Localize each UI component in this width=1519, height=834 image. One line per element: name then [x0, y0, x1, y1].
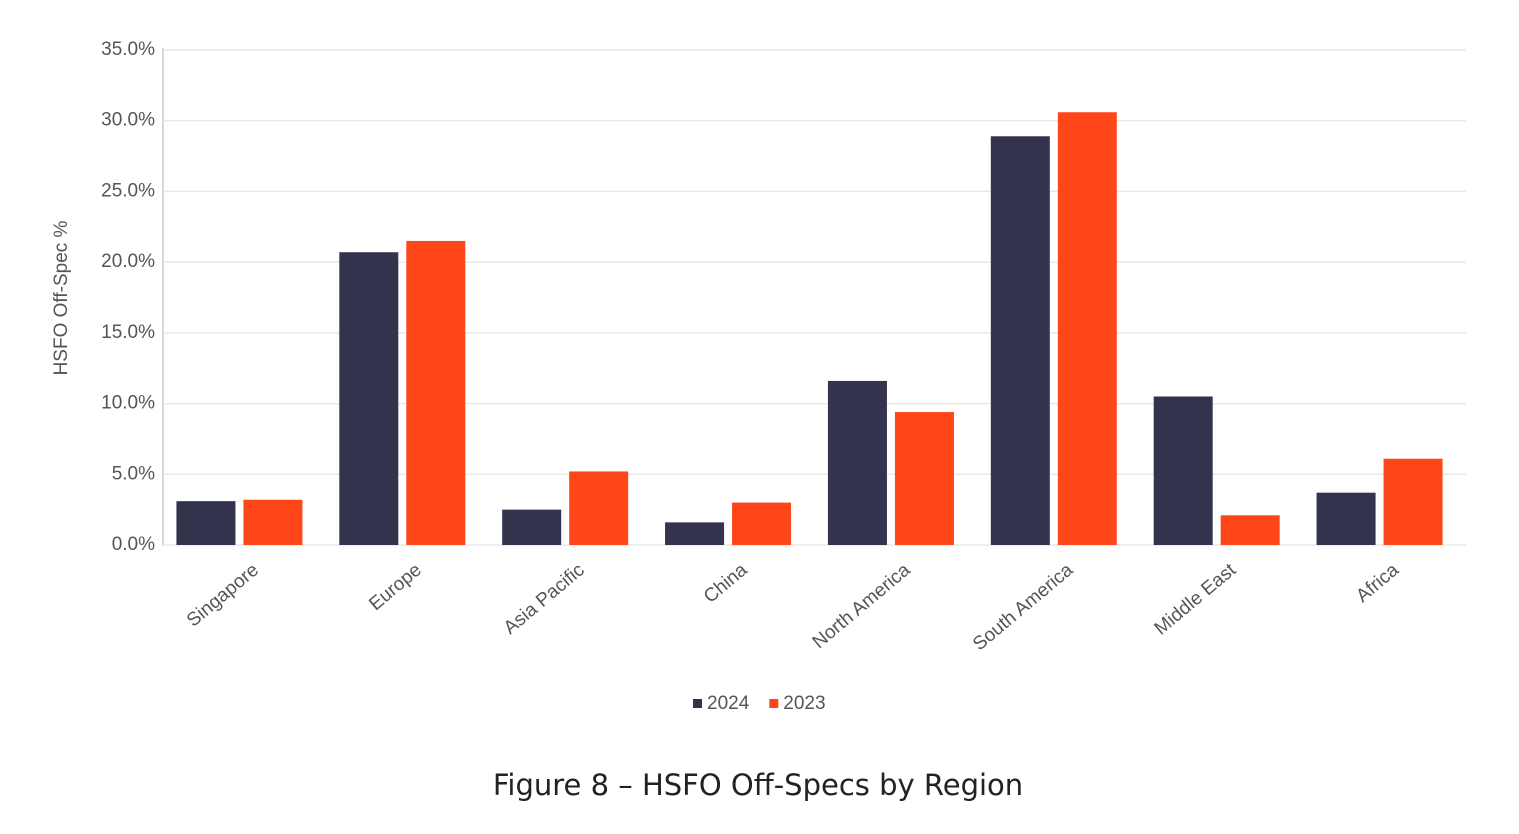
- bar: [990, 136, 1050, 545]
- bar: [569, 471, 629, 545]
- y-tick-label: 35.0%: [101, 39, 155, 60]
- legend-swatch: [693, 699, 702, 708]
- x-tick-label: Middle East: [1151, 559, 1241, 639]
- bar: [665, 522, 725, 545]
- y-axis-label: HSFO Off-Spec %: [51, 220, 72, 375]
- bar: [1220, 515, 1280, 545]
- y-tick-label: 25.0%: [101, 180, 155, 201]
- legend-label: 2023: [783, 693, 825, 714]
- y-tick-label: 0.0%: [112, 534, 155, 555]
- y-tick-label: 20.0%: [101, 251, 155, 272]
- legend-label: 2024: [707, 693, 750, 714]
- y-tick-label: 30.0%: [101, 110, 155, 131]
- x-tick-label: Europe: [365, 560, 425, 615]
- bar: [176, 501, 236, 545]
- x-tick-label: Africa: [1352, 559, 1403, 607]
- x-tick-label: Singapore: [183, 560, 263, 632]
- x-tick-label: South America: [969, 559, 1077, 655]
- bar: [1316, 492, 1376, 545]
- y-tick-label: 10.0%: [101, 393, 155, 414]
- bar: [1383, 458, 1443, 545]
- bar: [827, 380, 887, 545]
- x-tick-label: China: [700, 559, 752, 607]
- bar: [406, 240, 466, 545]
- bar: [732, 502, 792, 545]
- y-tick-label: 5.0%: [112, 463, 155, 484]
- bar: [502, 509, 562, 545]
- bar: [243, 499, 303, 545]
- x-tick-label: Asia Pacific: [500, 560, 589, 639]
- bar: [339, 252, 399, 545]
- bar: [894, 412, 954, 545]
- bar: [1057, 112, 1117, 545]
- caption: Figure 8 – HSFO Off-Specs by Region: [493, 768, 1023, 802]
- x-tick-label: North America: [809, 559, 915, 653]
- legend-swatch: [769, 699, 779, 708]
- bar: [1153, 396, 1213, 545]
- y-tick-label: 15.0%: [101, 322, 155, 343]
